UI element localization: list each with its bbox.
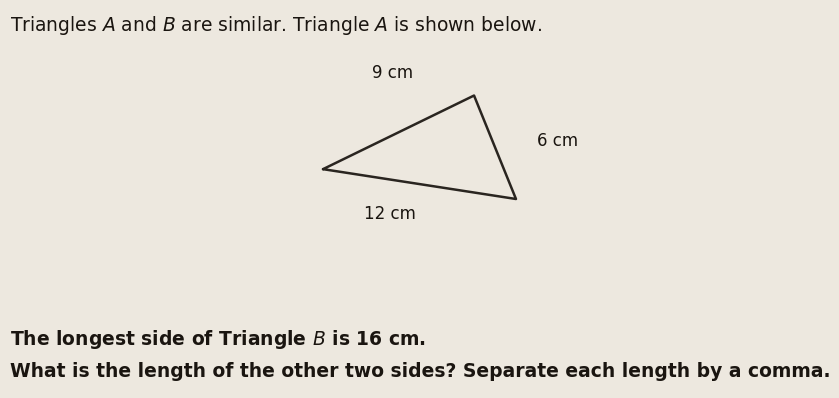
Text: 12 cm: 12 cm <box>364 205 416 223</box>
Text: The longest side of Triangle $\mathit{B}$ is 16 cm.: The longest side of Triangle $\mathit{B}… <box>10 328 426 351</box>
Text: 9 cm: 9 cm <box>372 64 414 82</box>
Text: What is the length of the other two sides? Separate each length by a comma.: What is the length of the other two side… <box>10 362 831 381</box>
Text: Triangles $\mathit{A}$ and $\mathit{B}$ are similar. Triangle $\mathit{A}$ is sh: Triangles $\mathit{A}$ and $\mathit{B}$ … <box>10 14 542 37</box>
Text: 6 cm: 6 cm <box>537 132 578 150</box>
